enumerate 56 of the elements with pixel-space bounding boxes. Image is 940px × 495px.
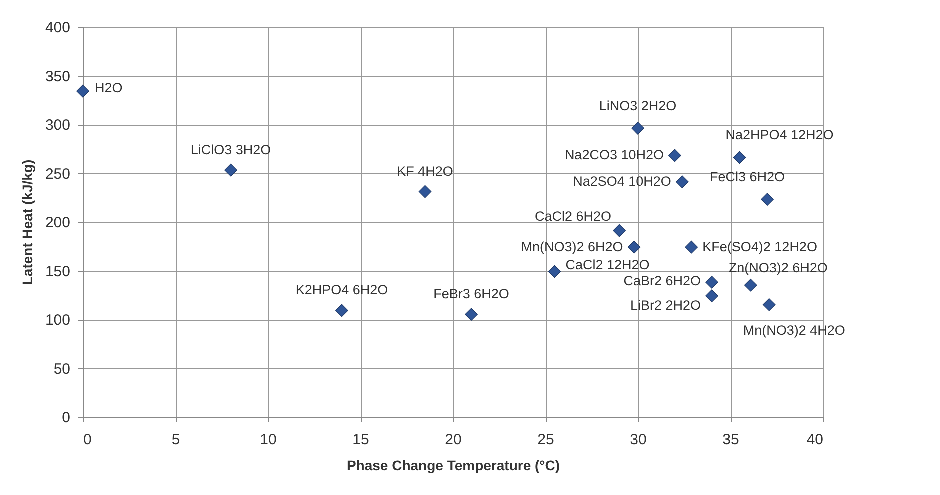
annotation: Na2CO3 10H2O	[564, 148, 664, 163]
x-tick-label: 15	[352, 432, 370, 448]
annotation: H2O	[95, 80, 123, 96]
y-tick-label: 0	[62, 410, 70, 426]
point	[336, 304, 348, 318]
point	[676, 176, 689, 188]
point	[628, 240, 641, 254]
point	[668, 149, 682, 162]
annotation: CaCl2 6H2O	[534, 208, 612, 224]
point	[548, 265, 562, 278]
annotation: Na2SO4 10H2O	[573, 174, 672, 190]
annotation: K2HPO4 6H2O	[296, 282, 388, 298]
point	[224, 164, 238, 177]
point	[744, 278, 758, 292]
annotation: FeCl3 6H2O	[710, 170, 786, 185]
point	[613, 224, 626, 238]
point	[76, 84, 90, 98]
y-tick-label: 300	[45, 117, 70, 134]
point	[706, 276, 718, 289]
x-axis-title: Phase Change Temperature (°C)	[346, 458, 560, 474]
y-tick-label: 200	[45, 214, 70, 232]
annotation: LiClO3 3H2O	[190, 142, 272, 158]
point	[762, 298, 776, 312]
annotation: Zn(NO3)2 6H2O	[728, 260, 828, 276]
annotation: Na2HPO4 12H2O	[726, 128, 834, 143]
y-tick-label: 50	[54, 360, 70, 378]
annotation: Mn(NO3)2 4H2O	[743, 322, 846, 338]
annotation: CaCl2 12H2O	[566, 258, 650, 273]
x-tick-label: 10	[260, 432, 277, 448]
annotation: LiBr2 2H2O	[630, 298, 701, 314]
x-tick-label: 40	[806, 432, 824, 448]
y-tick-label: 350	[45, 68, 70, 86]
y-tick-label: 100	[45, 312, 70, 329]
point	[632, 122, 644, 135]
annotation: CaBr2 6H2O	[624, 273, 701, 288]
x-tick-label: 25	[538, 432, 554, 448]
point	[761, 193, 774, 206]
x-tick-label: 0	[84, 432, 92, 448]
x-tick-label: 35	[722, 432, 740, 448]
point	[685, 240, 698, 254]
annotation: FeBr3 6H2O	[434, 286, 510, 302]
annotation: Mn(NO3)2 6H2O	[521, 239, 624, 254]
point	[706, 290, 718, 303]
point	[733, 151, 746, 164]
x-tick-label: 30	[630, 432, 647, 448]
annotation: KFe(SO4)2 12H2O	[702, 239, 818, 254]
y-tick-label: 150	[45, 263, 70, 280]
annotation: LiNO3 2H2O	[599, 98, 677, 114]
y-tick-label: 250	[45, 166, 70, 183]
point	[465, 308, 478, 322]
point	[418, 185, 432, 198]
y-axis-title: Latent Heat (kJ/kg)	[19, 160, 36, 286]
x-tick-label: 20	[445, 432, 462, 448]
y-tick-label: 400	[45, 20, 70, 36]
x-tick-label: 5	[172, 432, 180, 448]
annotation: KF 4H2O	[397, 164, 454, 179]
